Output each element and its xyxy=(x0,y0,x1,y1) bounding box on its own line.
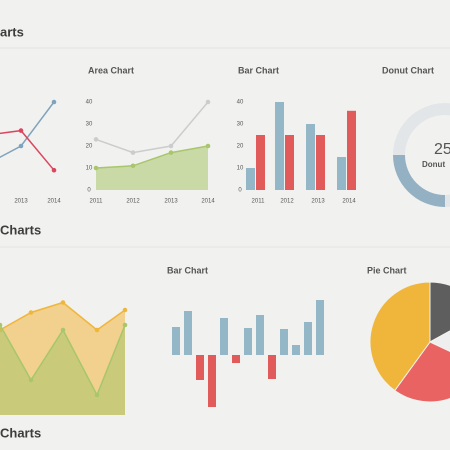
bar xyxy=(337,157,346,190)
bar xyxy=(292,345,300,355)
line xyxy=(0,129,55,171)
bar xyxy=(285,135,294,190)
x-tick-label: 2014 xyxy=(342,199,356,205)
donut-segment xyxy=(393,155,445,207)
point xyxy=(18,128,24,133)
y-tick-label: 20 xyxy=(237,144,244,150)
y-tick-label: 0 xyxy=(87,188,91,194)
center-sublabel: Donut xyxy=(422,160,445,169)
chart-title: Area Chart xyxy=(88,65,134,75)
bar xyxy=(172,327,180,355)
donut-segment xyxy=(393,103,450,207)
section-heading: Charts xyxy=(0,425,41,440)
point xyxy=(130,163,136,169)
pie-slice xyxy=(428,330,450,352)
y-tick-label: 10 xyxy=(237,166,244,172)
bar xyxy=(232,355,240,363)
bar xyxy=(268,355,276,379)
pie-slice xyxy=(369,281,431,392)
bar xyxy=(347,110,356,190)
bar xyxy=(275,102,284,190)
bar xyxy=(196,355,204,380)
area xyxy=(96,146,208,190)
bar xyxy=(244,328,252,355)
point xyxy=(18,143,24,149)
bar xyxy=(304,322,312,355)
point xyxy=(93,137,99,142)
section-heading: arts xyxy=(0,24,24,39)
y-tick-label: 30 xyxy=(237,122,244,128)
section-heading: Charts xyxy=(0,222,41,237)
point xyxy=(122,322,128,328)
pie-slice xyxy=(394,341,450,403)
bar xyxy=(306,124,315,190)
point xyxy=(205,99,211,105)
y-tick-label: 30 xyxy=(86,122,93,128)
x-tick-label: 2011 xyxy=(90,199,104,205)
bar xyxy=(220,318,228,355)
point xyxy=(0,322,3,328)
x-tick-label: 2013 xyxy=(311,199,325,205)
bar xyxy=(316,300,324,355)
line xyxy=(0,101,55,159)
point xyxy=(60,327,66,333)
x-tick-label: 2014 xyxy=(201,199,215,205)
bar xyxy=(316,135,325,190)
area xyxy=(0,325,125,415)
y-tick-label: 0 xyxy=(238,188,242,194)
x-tick-label: 2013 xyxy=(164,199,178,205)
point xyxy=(168,150,174,155)
bar xyxy=(246,168,255,190)
x-tick-label: 2012 xyxy=(126,199,140,205)
chart-title: Donut Chart xyxy=(382,65,434,75)
chart-title: Bar Chart xyxy=(238,65,279,75)
point xyxy=(51,167,57,173)
bar xyxy=(280,329,288,355)
x-tick-label: 2011 xyxy=(252,199,266,205)
y-tick-label: 40 xyxy=(237,100,244,106)
y-tick-label: 10 xyxy=(86,166,93,172)
point xyxy=(51,99,57,105)
bar xyxy=(208,355,216,407)
bar xyxy=(256,135,265,190)
x-tick-label: 2012 xyxy=(280,199,294,205)
point xyxy=(28,377,34,383)
chart-title: Bar Chart xyxy=(167,265,208,275)
x-tick-label: 2013 xyxy=(14,199,28,205)
point xyxy=(94,392,100,398)
point xyxy=(205,143,211,149)
point xyxy=(93,165,99,171)
line xyxy=(95,101,209,154)
bar xyxy=(256,315,264,355)
x-tick-label: 2014 xyxy=(47,199,61,205)
point xyxy=(122,307,128,313)
line xyxy=(95,145,209,169)
pie-slice xyxy=(429,281,450,343)
chart-title: Pie Chart xyxy=(367,265,407,275)
point xyxy=(94,327,100,333)
point xyxy=(130,150,136,155)
y-tick-label: 40 xyxy=(86,100,93,106)
point xyxy=(60,300,66,305)
y-tick-label: 20 xyxy=(86,144,93,150)
point xyxy=(28,310,34,315)
point xyxy=(168,143,174,149)
bar xyxy=(184,311,192,355)
center-label: 25 xyxy=(434,141,450,158)
